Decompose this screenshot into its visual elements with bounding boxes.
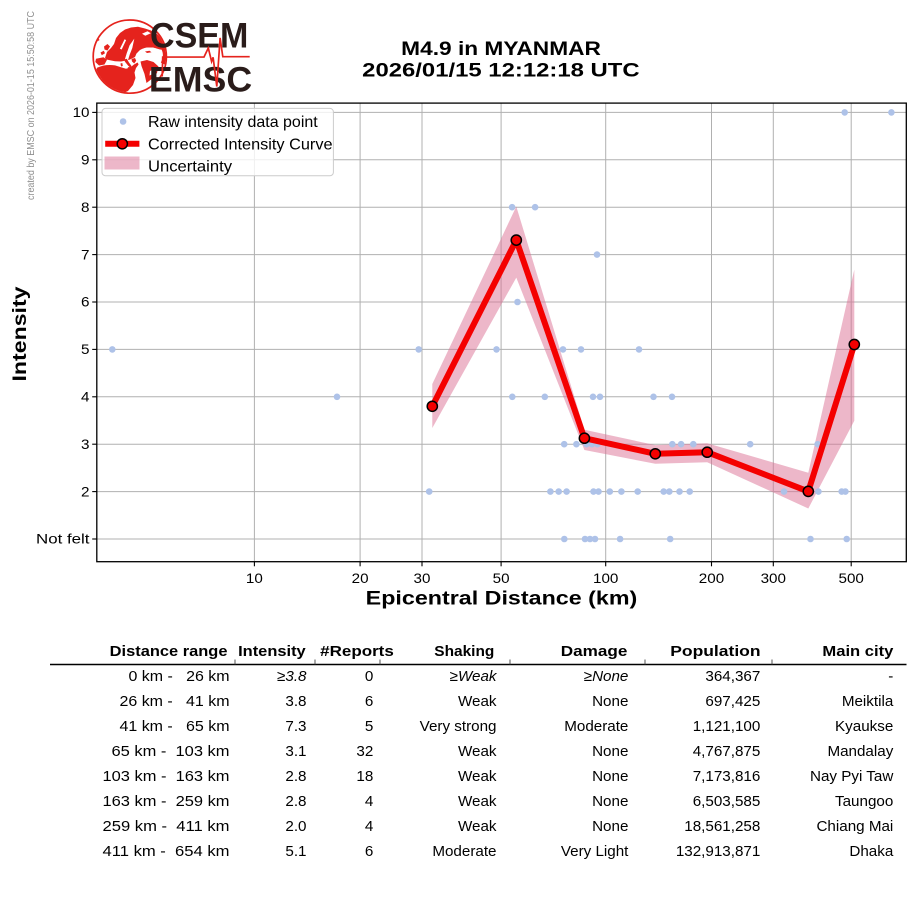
svg-text:Corrected Intensity Curve: Corrected Intensity Curve [148, 137, 333, 154]
svg-text:Not felt: Not felt [36, 532, 90, 547]
svg-text:2.8: 2.8 [285, 793, 306, 810]
svg-text:2026/01/15 12:12:18 UTC: 2026/01/15 12:12:18 UTC [362, 60, 639, 82]
svg-text:6,503,585: 6,503,585 [693, 793, 761, 810]
svg-text:10: 10 [73, 105, 90, 120]
svg-text:Kyaukse: Kyaukse [835, 718, 893, 735]
svg-text:3: 3 [81, 437, 90, 452]
svg-text:4: 4 [365, 818, 373, 835]
svg-text:4: 4 [81, 390, 90, 405]
svg-text:-: - [888, 668, 893, 685]
svg-text:Very Light: Very Light [561, 843, 629, 860]
svg-text:Weak: Weak [458, 818, 497, 835]
svg-text:Weak: Weak [458, 693, 497, 710]
svg-text:7: 7 [81, 247, 90, 262]
svg-text:≥None: ≥None [584, 668, 629, 685]
svg-text:32: 32 [356, 743, 373, 760]
svg-text:259 km - 411 km: 259 km - 411 km [103, 818, 230, 835]
svg-text:4: 4 [365, 793, 373, 810]
svg-text:created by EMSC on 2026-01-15: created by EMSC on 2026-01-15 15:50:58 U… [26, 11, 37, 200]
svg-text:5: 5 [81, 342, 90, 357]
svg-text:20: 20 [352, 571, 369, 586]
svg-text:26 km - 41 km: 26 km - 41 km [120, 693, 230, 710]
svg-text:7.3: 7.3 [285, 718, 306, 735]
svg-text:Weak: Weak [458, 768, 497, 785]
svg-text:Raw intensity data point: Raw intensity data point [148, 114, 318, 131]
svg-text:8: 8 [81, 200, 90, 215]
svg-text:Very strong: Very strong [420, 718, 497, 735]
svg-text:None: None [592, 693, 628, 710]
svg-text:None: None [592, 768, 628, 785]
svg-text:Weak: Weak [458, 743, 497, 760]
svg-text:3.8: 3.8 [285, 693, 306, 710]
svg-text:132,913,871: 132,913,871 [676, 843, 760, 860]
svg-text:Population: Population [670, 643, 760, 660]
svg-text:65 km - 103 km: 65 km - 103 km [112, 743, 230, 760]
svg-text:697,425: 697,425 [705, 693, 760, 710]
svg-text:2.0: 2.0 [285, 818, 306, 835]
svg-text:≥Weak: ≥Weak [450, 668, 498, 685]
svg-text:Weak: Weak [458, 793, 497, 810]
svg-text:Meiktila: Meiktila [842, 693, 894, 710]
svg-text:3.1: 3.1 [285, 743, 306, 760]
svg-text:None: None [592, 793, 628, 810]
svg-text:7,173,816: 7,173,816 [693, 768, 761, 785]
svg-text:5.1: 5.1 [285, 843, 306, 860]
svg-text:100: 100 [593, 571, 618, 586]
svg-text:EMSC: EMSC [149, 60, 252, 100]
svg-text:Uncertainty: Uncertainty [148, 159, 232, 176]
svg-text:103 km - 163 km: 103 km - 163 km [103, 768, 230, 785]
svg-text:4,767,875: 4,767,875 [693, 743, 761, 760]
svg-text:18: 18 [356, 768, 373, 785]
svg-text:Nay Pyi Taw: Nay Pyi Taw [810, 768, 893, 785]
svg-text:Dhaka: Dhaka [849, 843, 893, 860]
svg-text:Intensity: Intensity [10, 286, 31, 382]
svg-text:50: 50 [493, 571, 510, 586]
svg-text:41 km - 65 km: 41 km - 65 km [120, 718, 230, 735]
svg-text:Damage: Damage [561, 643, 628, 660]
svg-text:500: 500 [839, 571, 864, 586]
svg-text:200: 200 [699, 571, 724, 586]
svg-text:Shaking: Shaking [434, 643, 494, 660]
svg-text:411 km - 654 km: 411 km - 654 km [103, 843, 230, 860]
svg-text:5: 5 [365, 718, 373, 735]
svg-text:0 km - 26 km: 0 km - 26 km [129, 668, 230, 685]
svg-text:Taungoo: Taungoo [835, 793, 893, 810]
svg-text:≥3.8: ≥3.8 [277, 668, 307, 685]
svg-text:Intensity: Intensity [238, 643, 306, 660]
svg-text:#Reports: #Reports [320, 643, 394, 660]
svg-text:CSEM: CSEM [150, 15, 248, 55]
svg-text:Main city: Main city [822, 643, 894, 660]
svg-text:Chiang Mai: Chiang Mai [816, 818, 893, 835]
svg-text:6: 6 [365, 693, 373, 710]
svg-text:1,121,100: 1,121,100 [693, 718, 761, 735]
svg-text:6: 6 [365, 843, 373, 860]
svg-text:None: None [592, 743, 628, 760]
svg-text:Distance range: Distance range [110, 643, 228, 660]
svg-text:Moderate: Moderate [432, 843, 496, 860]
svg-text:18,561,258: 18,561,258 [684, 818, 760, 835]
svg-text:6: 6 [81, 295, 90, 310]
svg-text:2: 2 [81, 484, 90, 499]
svg-text:300: 300 [761, 571, 786, 586]
svg-text:Moderate: Moderate [564, 718, 628, 735]
svg-text:163 km - 259 km: 163 km - 259 km [103, 793, 230, 810]
svg-text:Epicentral Distance (km): Epicentral Distance (km) [366, 589, 638, 610]
svg-text:30: 30 [414, 571, 431, 586]
svg-text:364,367: 364,367 [705, 668, 760, 685]
svg-text:9: 9 [81, 153, 90, 168]
svg-text:2.8: 2.8 [285, 768, 306, 785]
svg-text:0: 0 [365, 668, 373, 685]
svg-text:Mandalay: Mandalay [827, 743, 893, 760]
svg-text:None: None [592, 818, 628, 835]
svg-text:10: 10 [246, 571, 263, 586]
svg-text:M4.9 in MYANMAR: M4.9 in MYANMAR [401, 38, 601, 60]
